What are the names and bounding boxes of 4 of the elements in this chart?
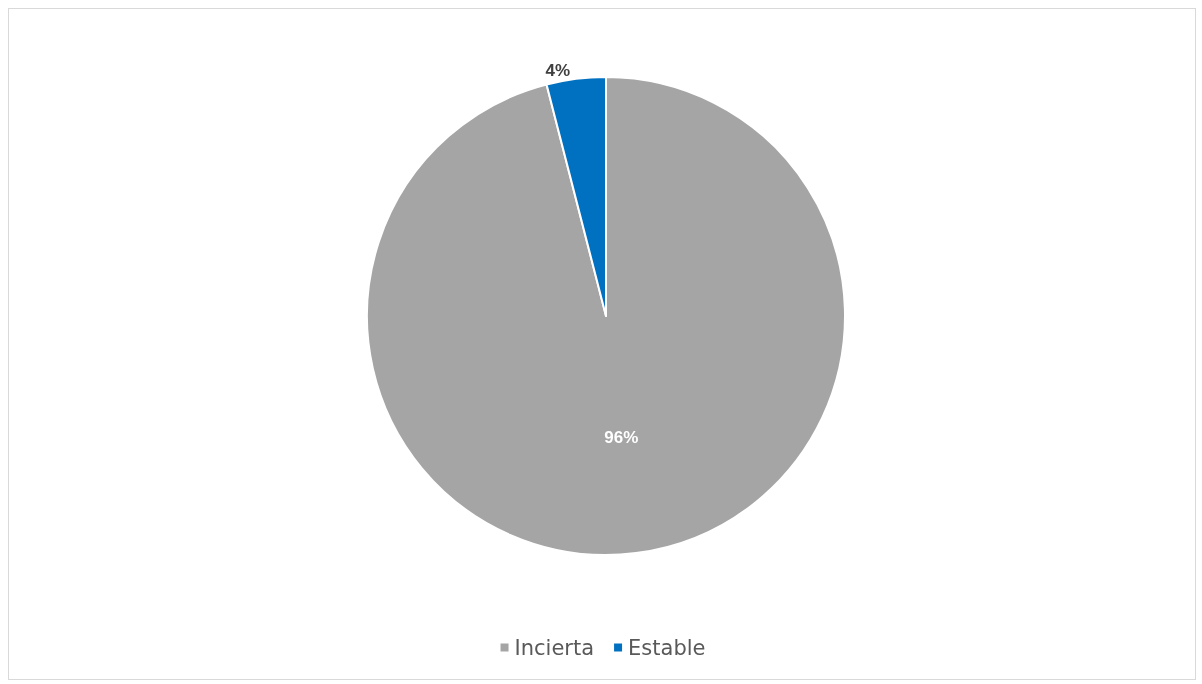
legend-label: Estable xyxy=(628,635,706,660)
data-label: 96% xyxy=(604,428,639,448)
legend-label: Incierta xyxy=(514,635,595,660)
data-label: 4% xyxy=(545,61,571,81)
